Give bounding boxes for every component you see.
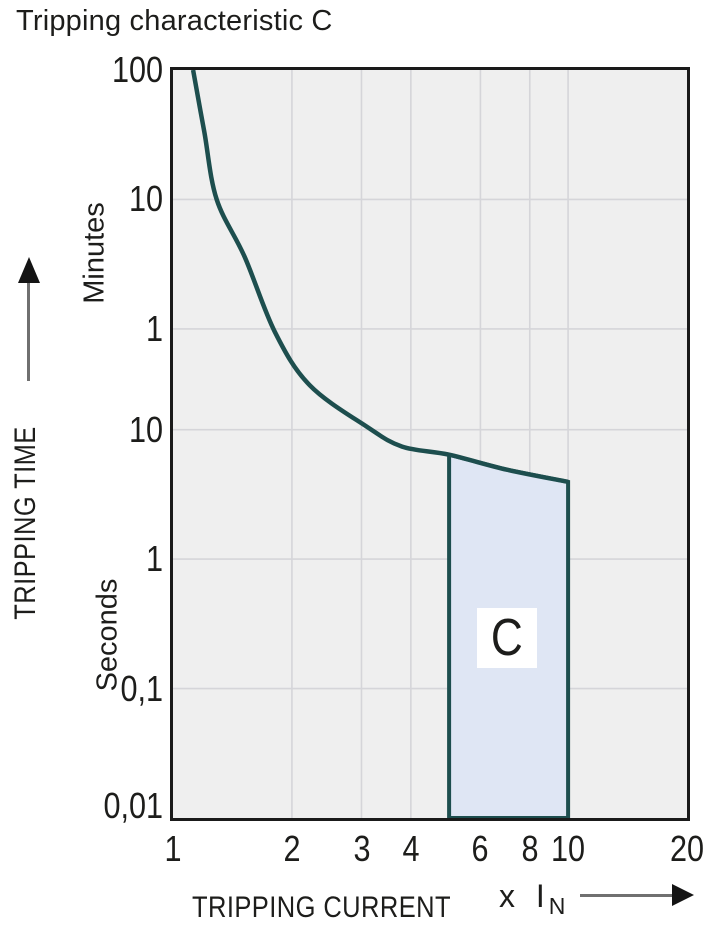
y-tick-label: 1: [145, 307, 163, 349]
y-axis-arrow-icon: [17, 257, 40, 383]
x-axis-tick-labels: 1 2 3 4 6 8 10 20: [164, 828, 704, 870]
y-tick-label: 1: [145, 538, 163, 580]
y-tick-label: 100: [111, 49, 163, 90]
arrow-right-shaft: [580, 893, 674, 897]
x-tick-label: 6: [471, 828, 489, 869]
arrow-up-shaft: [27, 283, 30, 381]
band-label-badge: C: [477, 608, 537, 668]
x-unit-prefix: x I: [499, 878, 551, 914]
y-tick-label: 10: [128, 178, 163, 220]
arrow-right-head: [672, 884, 694, 906]
x-tick-label: 8: [521, 828, 539, 869]
plot-area: C: [170, 67, 690, 821]
y-tick-label: 0,1: [120, 667, 163, 709]
x-tick-label: 3: [352, 828, 371, 869]
arrow-up-head: [17, 257, 40, 283]
y-axis-tick-labels: 100 10 1 10 1 0,1 0,01: [0, 0, 163, 928]
x-tick-label: 10: [551, 828, 586, 869]
x-tick-label: 1: [164, 828, 182, 869]
x-axis-arrow-icon: [580, 884, 694, 906]
x-tick-label: 20: [669, 828, 705, 869]
x-unit-subscript: N: [548, 893, 566, 919]
x-tick-label: 4: [402, 828, 420, 869]
y-tick-label: 0,01: [103, 785, 163, 826]
trip-curve: [190, 70, 569, 485]
x-axis-caption: TRIPPING CURRENT: [192, 891, 451, 924]
band-label-text: C: [491, 609, 523, 667]
y-tick-label: 10: [128, 408, 163, 450]
x-axis-unit: x IN: [499, 878, 567, 919]
trip-curve-chart: [173, 70, 687, 818]
x-tick-label: 2: [283, 828, 301, 869]
figure-title: Tripping characteristic C: [16, 5, 333, 37]
